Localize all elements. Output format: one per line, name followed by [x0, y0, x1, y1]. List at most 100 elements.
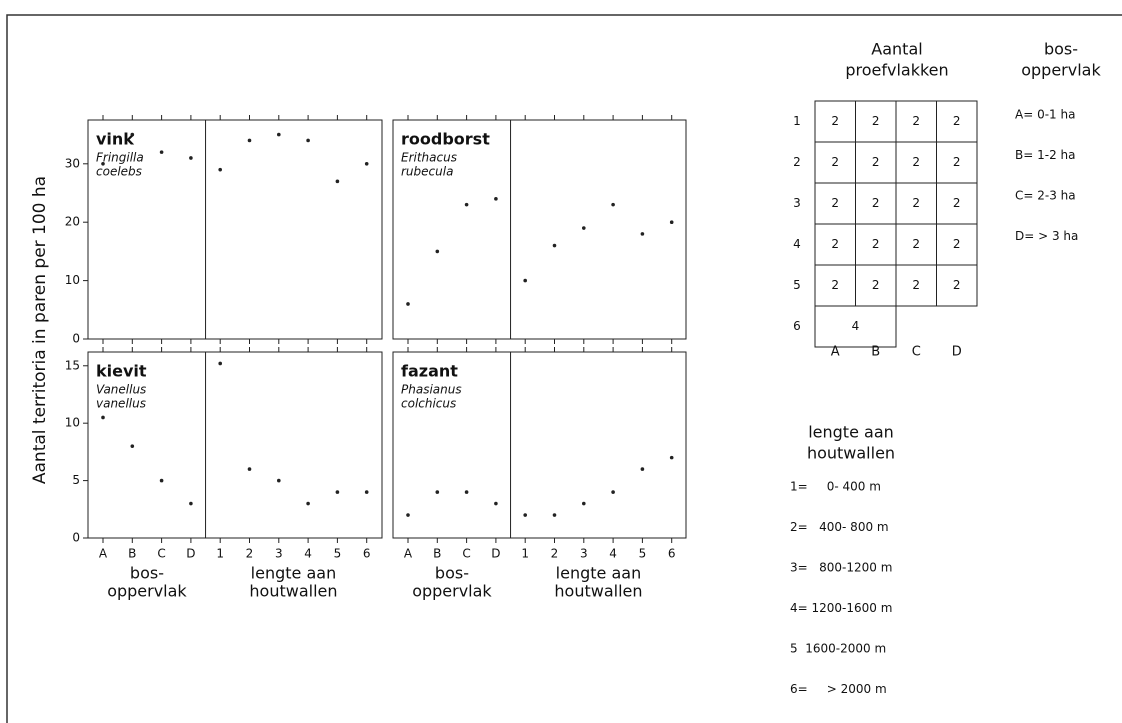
y-tick-label: 20: [65, 215, 80, 229]
legend-item: 2= 400- 800 m: [790, 520, 889, 534]
data-point: [465, 490, 469, 494]
data-point: [436, 490, 440, 494]
data-point: [641, 467, 645, 471]
panel-title: vink: [96, 130, 134, 149]
panel-title: roodborst: [401, 130, 490, 149]
species-name: rubecula: [401, 165, 453, 179]
x-tick-label: B: [433, 547, 441, 561]
cell-value: 2: [912, 196, 920, 210]
data-point: [611, 490, 615, 494]
x-tick-label: 4: [609, 547, 617, 561]
x-tick-label: 6: [668, 547, 676, 561]
cell-value: 2: [831, 237, 839, 251]
species-name: colchicus: [401, 397, 456, 411]
cell-value: 2: [831, 114, 839, 128]
data-point: [189, 156, 193, 160]
y-axis-label: Aantal territoria in paren per 100 ha: [30, 176, 50, 484]
x-group-label: houtwallen: [554, 582, 642, 601]
legend-item: 3= 800-1200 m: [790, 561, 892, 575]
data-point: [101, 416, 105, 420]
data-point: [553, 513, 557, 517]
data-point: [336, 490, 340, 494]
data-point: [218, 168, 222, 172]
x-tick-label: 2: [551, 547, 559, 561]
table-title: proefvlakken: [845, 61, 948, 80]
cell-value: 2: [872, 278, 880, 292]
y-tick-label: 10: [65, 416, 80, 430]
x-group-label: oppervlak: [412, 582, 492, 601]
species-name: Vanellus: [96, 383, 146, 397]
species-name: Erithacus: [401, 151, 457, 165]
page: Aantal territoria in paren per 100 ha 0 1…: [0, 0, 1122, 723]
x-group-label: oppervlak: [107, 582, 187, 601]
cell-value: 2: [953, 155, 961, 169]
data-point: [160, 479, 164, 483]
y-tick-label: 15: [65, 358, 80, 372]
cell-value: 2: [872, 114, 880, 128]
x-group-label: houtwallen: [249, 582, 337, 601]
cell-value: 2: [872, 155, 880, 169]
y-tick-label: 30: [65, 156, 80, 170]
data-point: [494, 502, 498, 506]
data-point: [523, 513, 527, 517]
x-tick-label: 3: [580, 547, 588, 561]
data-point: [582, 502, 586, 506]
data-point: [365, 162, 369, 166]
cell-value: 2: [912, 237, 920, 251]
x-tick-label: 3: [275, 547, 283, 561]
col-label: A: [831, 345, 840, 360]
legend-item: D= > 3 ha: [1015, 229, 1078, 243]
x-tick-label: C: [157, 547, 165, 561]
cell-value: 2: [912, 114, 920, 128]
cell-value: 2: [953, 114, 961, 128]
data-point: [277, 133, 281, 137]
species-name: Fringilla: [96, 151, 144, 165]
data-point: [465, 203, 469, 207]
figure: Aantal territoria in paren per 100 ha 0 1…: [0, 0, 1122, 723]
x-group-label: bos-: [435, 564, 469, 583]
cell-value: 2: [953, 237, 961, 251]
data-point: [436, 250, 440, 254]
legend-item: C= 2-3 ha: [1015, 189, 1076, 203]
data-point: [611, 203, 615, 207]
data-point: [306, 502, 310, 506]
row-label: 6: [793, 319, 801, 333]
data-point: [306, 139, 310, 143]
y-tick-label: 10: [65, 273, 80, 287]
legend-item: A= 0-1 ha: [1015, 108, 1075, 122]
data-point: [336, 180, 340, 184]
x-tick-label: 4: [304, 547, 312, 561]
col-label: C: [912, 345, 921, 360]
legend-title: oppervlak: [1021, 61, 1101, 80]
x-tick-label: 2: [246, 547, 254, 561]
x-tick-label: D: [491, 547, 500, 561]
data-point: [406, 513, 410, 517]
cell-value: 2: [953, 278, 961, 292]
row-label: 5: [793, 278, 801, 292]
x-tick-label: B: [128, 547, 136, 561]
cell-value: 2: [872, 196, 880, 210]
y-tick-label: 0: [72, 531, 80, 545]
x-group-label: lengte aan: [556, 564, 642, 583]
row-label: 4: [793, 237, 801, 251]
data-point: [189, 502, 193, 506]
row-label: 3: [793, 196, 801, 210]
data-point: [160, 150, 164, 154]
data-point: [641, 232, 645, 236]
data-point: [670, 220, 674, 224]
data-point: [248, 139, 252, 143]
x-tick-label: 1: [521, 547, 529, 561]
data-point: [494, 197, 498, 201]
panel-title: fazant: [401, 362, 458, 381]
table-title: Aantal: [871, 40, 922, 59]
col-label: D: [952, 345, 962, 360]
x-tick-label: 6: [363, 547, 371, 561]
data-point: [131, 444, 135, 448]
legend-title: bos-: [1044, 40, 1078, 59]
cell-value: 2: [872, 237, 880, 251]
data-point: [582, 226, 586, 230]
cell-value: 2: [831, 278, 839, 292]
panel-title: kievit: [96, 362, 147, 381]
cell-value: 2: [912, 278, 920, 292]
species-name: vanellus: [96, 397, 146, 411]
